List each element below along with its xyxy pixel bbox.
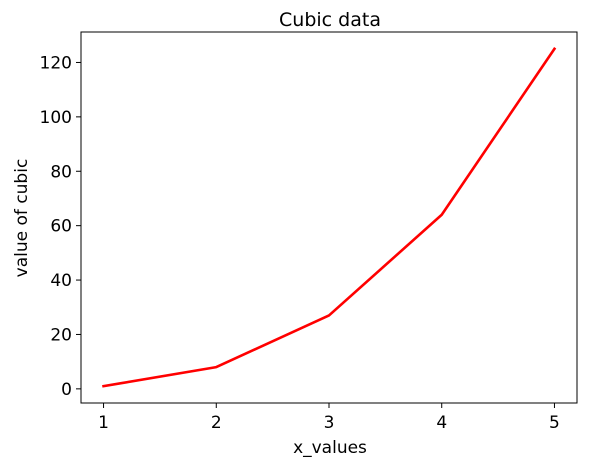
- plot-area-frame: [80, 31, 578, 404]
- y-tick-label: 80: [50, 162, 72, 182]
- y-tick-label: 60: [50, 217, 72, 237]
- y-tick-label: 0: [61, 380, 72, 400]
- x-axis-label: x_values: [293, 438, 367, 458]
- y-tick-label: 20: [50, 325, 72, 345]
- y-axis-ticks: 0 20 40 60 80 100 120: [40, 53, 81, 400]
- y-tick-label: 40: [50, 271, 72, 291]
- y-tick-label: 100: [40, 108, 72, 128]
- x-tick-label: 5: [549, 413, 560, 433]
- series-line-cubic: [102, 47, 557, 388]
- x-tick-label: 1: [98, 413, 109, 433]
- chart-title: Cubic data: [279, 9, 381, 31]
- y-axis-label: value of cubic: [12, 159, 32, 278]
- y-tick-label: 120: [40, 53, 72, 73]
- x-tick-label: 3: [324, 413, 335, 433]
- x-tick-label: 2: [211, 413, 222, 433]
- x-tick-label: 4: [436, 413, 447, 433]
- x-axis-ticks: 1 2 3 4 5: [98, 403, 560, 433]
